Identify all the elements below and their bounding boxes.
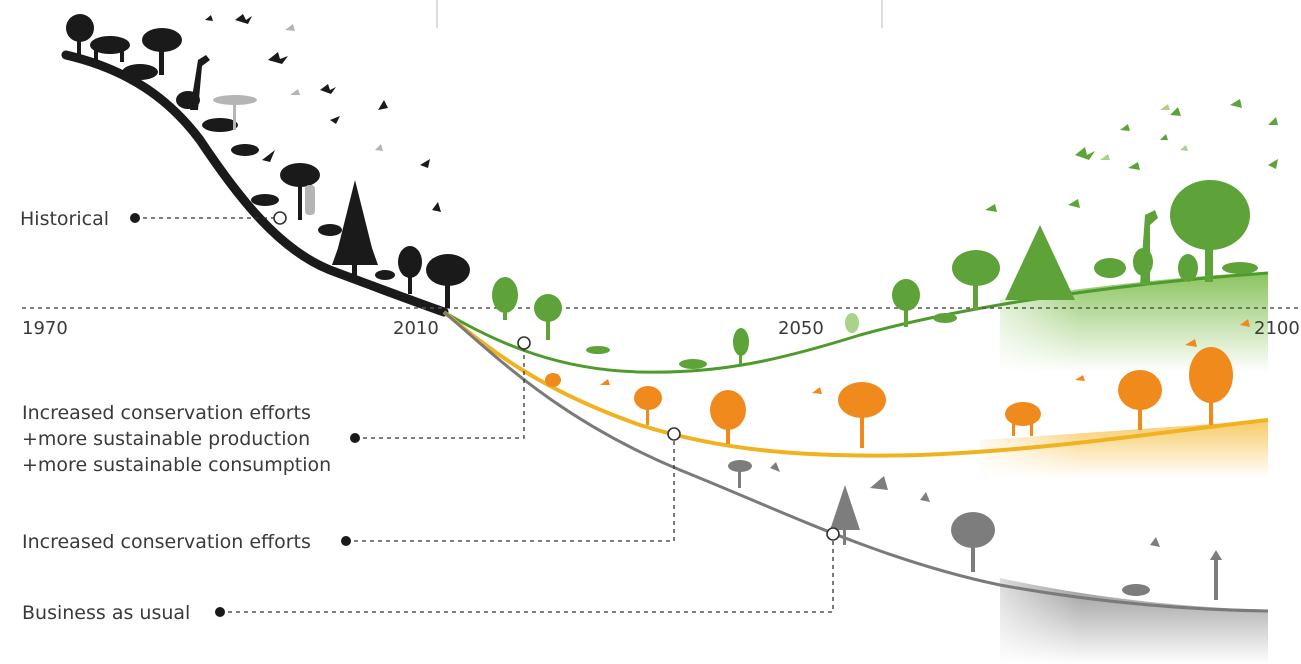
combined-label-line3: +more sustainable consumption <box>22 454 331 476</box>
historical-dot <box>130 213 140 223</box>
conservation-scenario-curve <box>442 310 1269 458</box>
tree-icon <box>545 373 561 387</box>
conservation-leader <box>346 434 675 542</box>
historical-marker <box>273 211 287 225</box>
historical-silhouettes <box>66 14 470 308</box>
animal-icon <box>122 64 158 80</box>
tree-icon <box>492 277 518 313</box>
animal-icon <box>586 346 610 354</box>
combined-scenario-curve <box>443 271 1269 374</box>
tree-icon <box>1005 225 1075 300</box>
business-label: Business as usual <box>22 602 190 624</box>
tree-icon <box>728 460 752 472</box>
business-marker <box>826 527 840 541</box>
orange-scenario-silhouettes <box>545 319 1250 448</box>
tree-icon <box>733 328 749 356</box>
gray-scenario-silhouettes <box>728 460 1222 600</box>
tree-icon <box>534 294 562 322</box>
business-leader <box>220 534 834 613</box>
tree-icon <box>280 163 320 187</box>
conservation-dot <box>341 536 351 546</box>
bird-icon <box>1075 147 1095 160</box>
conservation-marker <box>667 427 681 441</box>
animal-icon <box>1122 584 1150 596</box>
tree-icon <box>66 14 94 42</box>
tree-icon <box>952 250 1000 286</box>
combined-leader <box>355 343 525 439</box>
tree-icon <box>1118 370 1162 410</box>
tree-icon <box>1189 347 1233 403</box>
tree-icon <box>838 382 886 418</box>
year-2100: 2100 <box>1254 318 1300 339</box>
business-dot <box>215 607 225 617</box>
camel-icon <box>1005 402 1041 426</box>
combined-label-line1: Increased conservation efforts <box>22 402 311 424</box>
year-2050: 2050 <box>778 318 824 339</box>
historical-faded-silhouettes <box>213 24 383 215</box>
historical-curve <box>61 50 449 317</box>
combined-marker <box>517 336 531 350</box>
bird-icon <box>770 462 780 472</box>
green-scenario-silhouettes <box>492 99 1278 369</box>
tree-icon <box>1170 180 1250 250</box>
year-2010: 2010 <box>393 318 439 339</box>
bird-icon <box>262 150 275 162</box>
bird-icon <box>600 379 610 385</box>
tree-icon <box>892 279 920 311</box>
tree-icon <box>1210 550 1222 600</box>
combined-dot <box>350 433 360 443</box>
tree-icon <box>426 254 470 286</box>
tree-icon <box>634 386 662 410</box>
green-faded-silhouettes <box>845 104 1188 333</box>
tree-icon <box>830 485 860 530</box>
historical-label: Historical <box>20 208 109 230</box>
camel-icon <box>1094 258 1126 278</box>
tree-icon <box>710 390 746 430</box>
combined-label-line2: +more sustainable production <box>22 428 310 450</box>
conservation-label: Increased conservation efforts <box>22 531 311 553</box>
tree-icon <box>398 246 422 278</box>
year-1970: 1970 <box>22 318 68 339</box>
animal-icon <box>1222 262 1258 274</box>
tree-icon <box>951 512 995 548</box>
tree-icon <box>142 28 182 52</box>
